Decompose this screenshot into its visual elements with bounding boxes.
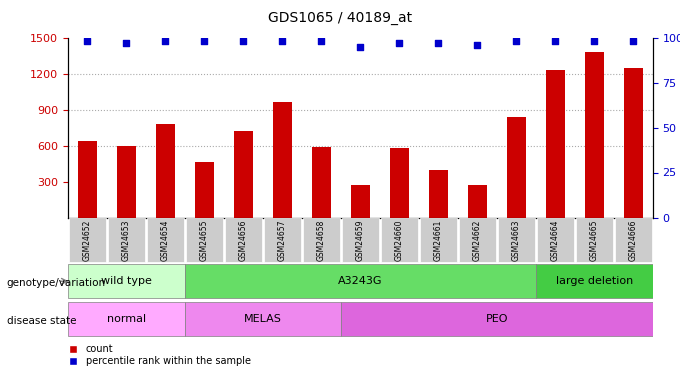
- FancyBboxPatch shape: [536, 264, 653, 298]
- Point: [121, 40, 132, 46]
- FancyBboxPatch shape: [264, 218, 301, 262]
- FancyBboxPatch shape: [186, 218, 223, 262]
- Text: GSM24657: GSM24657: [278, 219, 287, 261]
- Point: [316, 38, 327, 44]
- Text: GSM24661: GSM24661: [434, 219, 443, 261]
- Text: normal: normal: [107, 314, 146, 324]
- Bar: [117, 146, 136, 218]
- Bar: [545, 70, 565, 217]
- FancyBboxPatch shape: [68, 302, 185, 336]
- FancyBboxPatch shape: [107, 218, 146, 262]
- FancyBboxPatch shape: [185, 264, 536, 298]
- Text: GSM24653: GSM24653: [122, 219, 131, 261]
- FancyBboxPatch shape: [381, 218, 418, 262]
- Bar: [156, 124, 175, 218]
- Point: [589, 38, 600, 44]
- Bar: [311, 147, 331, 218]
- Text: GSM24659: GSM24659: [356, 219, 365, 261]
- Point: [628, 38, 639, 44]
- Text: GSM24660: GSM24660: [395, 219, 404, 261]
- Bar: [78, 141, 97, 218]
- Text: GSM24654: GSM24654: [161, 219, 170, 261]
- Point: [238, 38, 249, 44]
- Text: A3243G: A3243G: [338, 276, 383, 286]
- Text: genotype/variation: genotype/variation: [7, 278, 106, 288]
- Bar: [194, 162, 214, 218]
- FancyBboxPatch shape: [537, 218, 574, 262]
- FancyBboxPatch shape: [458, 218, 496, 262]
- Bar: [273, 102, 292, 218]
- FancyBboxPatch shape: [147, 218, 184, 262]
- FancyBboxPatch shape: [303, 218, 340, 262]
- Text: GSM24662: GSM24662: [473, 219, 482, 261]
- Text: GSM24664: GSM24664: [551, 219, 560, 261]
- FancyBboxPatch shape: [420, 218, 457, 262]
- FancyBboxPatch shape: [68, 264, 185, 298]
- Bar: [468, 185, 487, 218]
- Text: GSM24656: GSM24656: [239, 219, 248, 261]
- Text: GSM24658: GSM24658: [317, 219, 326, 261]
- Point: [160, 38, 171, 44]
- Text: PEO: PEO: [486, 314, 508, 324]
- Bar: [234, 131, 253, 218]
- FancyBboxPatch shape: [69, 218, 106, 262]
- Text: disease state: disease state: [7, 316, 76, 326]
- Point: [277, 38, 288, 44]
- Bar: [351, 185, 370, 218]
- Text: wild type: wild type: [101, 276, 152, 286]
- Text: large deletion: large deletion: [556, 276, 633, 286]
- Text: GSM24655: GSM24655: [200, 219, 209, 261]
- FancyBboxPatch shape: [341, 302, 653, 336]
- Point: [394, 40, 405, 46]
- Text: GSM24663: GSM24663: [512, 219, 521, 261]
- Point: [550, 38, 561, 44]
- Bar: [390, 148, 409, 217]
- Point: [82, 38, 93, 44]
- FancyBboxPatch shape: [224, 218, 262, 262]
- FancyBboxPatch shape: [185, 302, 341, 336]
- Text: GSM24666: GSM24666: [629, 219, 638, 261]
- Point: [511, 38, 522, 44]
- Bar: [624, 68, 643, 218]
- Text: GSM24652: GSM24652: [83, 219, 92, 261]
- Text: GDS1065 / 40189_at: GDS1065 / 40189_at: [268, 11, 412, 25]
- Text: GSM24665: GSM24665: [590, 219, 599, 261]
- Text: MELAS: MELAS: [244, 314, 282, 324]
- Point: [199, 38, 210, 44]
- FancyBboxPatch shape: [498, 218, 535, 262]
- FancyBboxPatch shape: [341, 218, 379, 262]
- FancyBboxPatch shape: [615, 218, 652, 262]
- Bar: [507, 117, 526, 218]
- Bar: [428, 170, 448, 217]
- Point: [433, 40, 444, 46]
- Bar: [585, 52, 604, 217]
- Point: [355, 44, 366, 50]
- Point: [472, 42, 483, 48]
- Legend: count, percentile rank within the sample: count, percentile rank within the sample: [59, 340, 254, 370]
- FancyBboxPatch shape: [575, 218, 613, 262]
